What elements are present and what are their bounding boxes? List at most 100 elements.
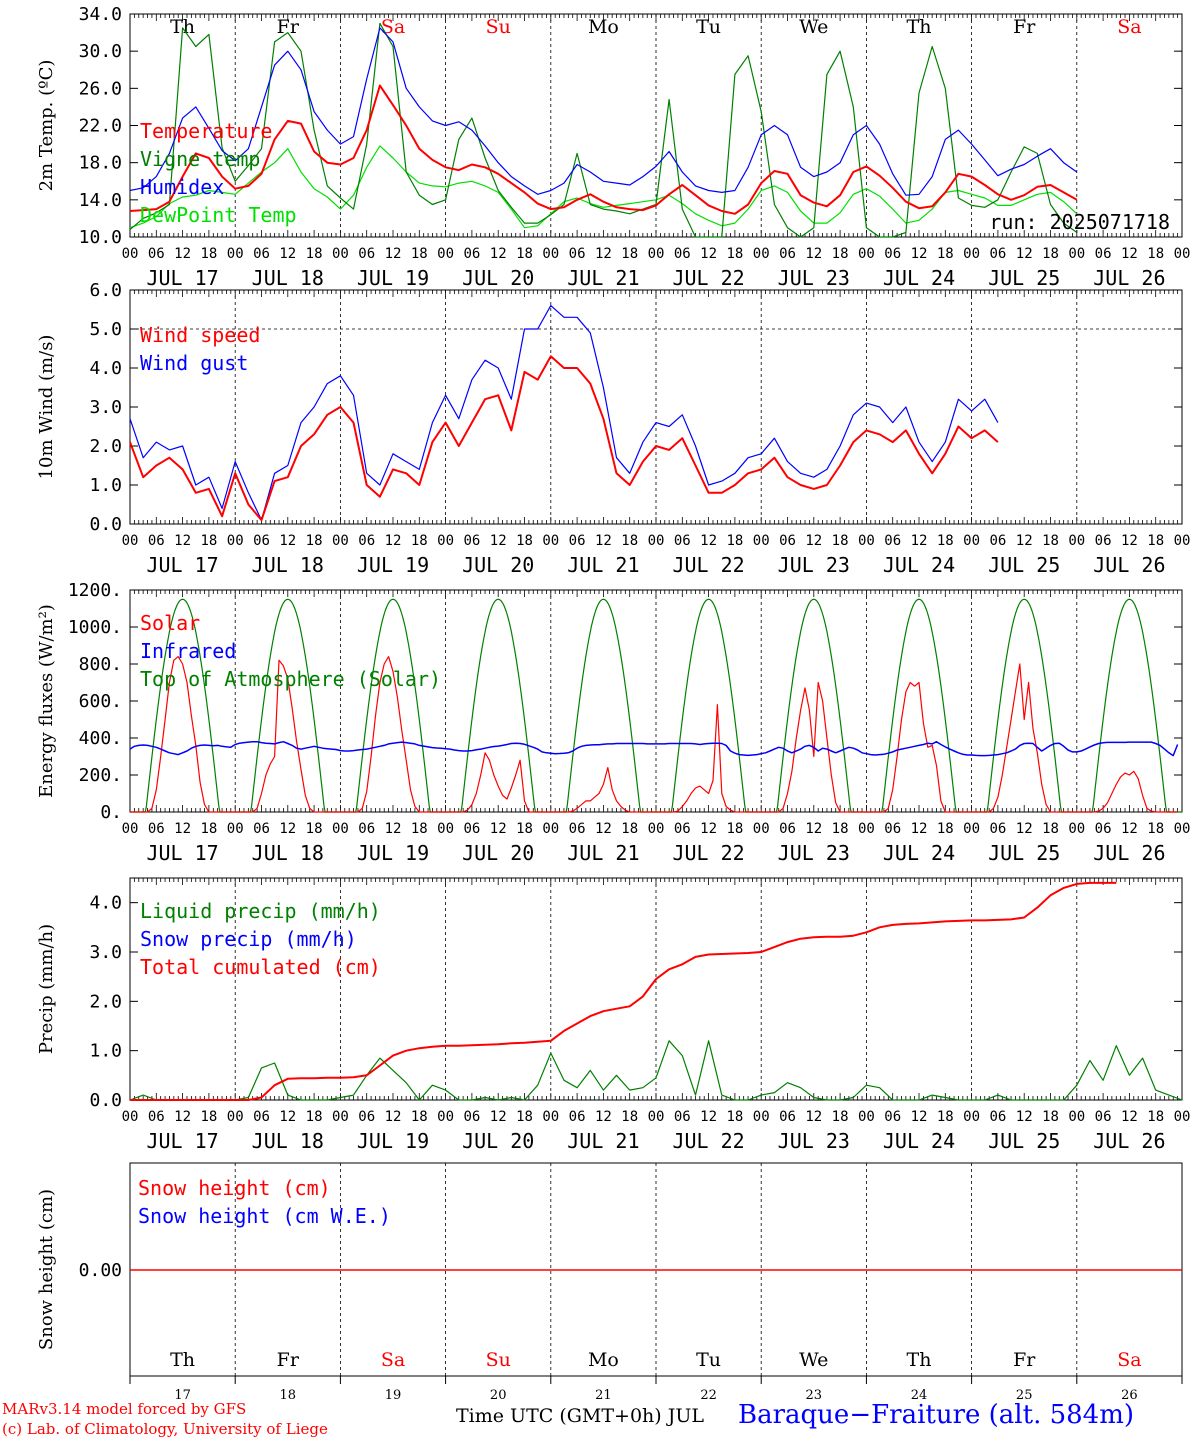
temp-series-humidex [129, 27, 1078, 196]
wind-date-label: JUL 17 [146, 553, 218, 577]
temp-date-label: JUL 18 [252, 266, 324, 290]
energy-hour-label: 06 [779, 821, 796, 837]
precip-hour-label: 06 [253, 1109, 270, 1125]
wind-hour-label: 00 [1174, 533, 1191, 549]
energy-ytick-label: 0. [100, 802, 122, 823]
wind-date-label: JUL 20 [462, 553, 534, 577]
wind-hour-label: 06 [358, 533, 375, 549]
wind-ytick-label: 0.0 [89, 514, 122, 535]
energy-date-label: JUL 20 [462, 841, 534, 865]
energy-hour-label: 18 [1042, 821, 1059, 837]
precip-hour-label: 18 [306, 1109, 323, 1125]
snow-legend-1: Snow height (cm) [138, 1176, 331, 1200]
wind-hour-label: 06 [463, 533, 480, 549]
energy-hour-label: 00 [542, 821, 559, 837]
precip-hour-label: 12 [385, 1109, 402, 1125]
energy-hour-label: 00 [963, 821, 980, 837]
weekday-label: Mo [588, 16, 619, 38]
wind-date-label: JUL 19 [357, 553, 429, 577]
temp-ytick-label: 34.0 [79, 4, 122, 25]
wind-hour-label: 12 [1016, 533, 1033, 549]
weekday-label: Fr [1013, 16, 1036, 38]
wind-hour-label: 00 [227, 533, 244, 549]
temp-series-dewpoint-temp [129, 145, 1078, 229]
temp-hour-label: 12 [1121, 246, 1138, 262]
temp-hour-label: 00 [122, 246, 139, 262]
credit-line-1: MARv3.14 model forced by GFS [2, 1400, 247, 1418]
weekday-label: Th [907, 16, 932, 38]
wind-hour-label: 12 [911, 533, 928, 549]
wind-date-label: JUL 21 [567, 553, 639, 577]
precip-hour-label: 06 [674, 1109, 691, 1125]
energy-date-label: JUL 18 [252, 841, 324, 865]
temp-ylabel: 2m Temp. (ºC) [36, 60, 57, 192]
snow-ylabel: Snow height (cm) [36, 1189, 57, 1350]
precip-hour-label: 06 [148, 1109, 165, 1125]
precip-panel: 0.0 1.0 2.0 3.0 4.0 Precip (mm/h) 00 06 12 18 JUL … [36, 877, 1190, 1153]
precip-date-label: JUL 26 [1093, 1129, 1165, 1153]
wind-hour-label: 18 [411, 533, 428, 549]
wind-hour-label: 12 [385, 533, 402, 549]
temp-hour-label: 00 [1068, 246, 1085, 262]
precip-ytick-label: 0.0 [89, 1090, 122, 1111]
temp-date-label: JUL 23 [778, 266, 850, 290]
temp-ytick-label: 10.0 [79, 227, 122, 248]
temp-ytick-label: 22.0 [79, 116, 122, 137]
energy-hour-label: 18 [1147, 821, 1164, 837]
precip-hour-label: 00 [332, 1109, 349, 1125]
energy-hour-label: 06 [358, 821, 375, 837]
wind-hour-label: 12 [174, 533, 191, 549]
temp-hour-label: 18 [200, 246, 217, 262]
precip-hour-label: 12 [1016, 1109, 1033, 1125]
energy-series-solar [130, 656, 1178, 813]
energy-hour-label: 18 [832, 821, 849, 837]
energy-legend-2: Infrared [140, 639, 236, 663]
energy-hour-label: 12 [385, 821, 402, 837]
wind-hour-label: 18 [516, 533, 533, 549]
precip-hour-label: 00 [122, 1109, 139, 1125]
temp-hour-label: 06 [674, 246, 691, 262]
precip-hour-label: 18 [621, 1109, 638, 1125]
wind-hour-label: 00 [753, 533, 770, 549]
energy-hour-label: 06 [253, 821, 270, 837]
precip-hour-label: 00 [753, 1109, 770, 1125]
precip-hour-label: 00 [858, 1109, 875, 1125]
precip-series-total-cumulated-cm- [130, 881, 1117, 1101]
precip-hour-label: 06 [884, 1109, 901, 1125]
wind-ytick-label: 2.0 [89, 436, 122, 457]
wind-legend-1: Wind speed [140, 323, 260, 347]
temp-hour-label: 18 [411, 246, 428, 262]
energy-hour-label: 12 [490, 821, 507, 837]
energy-legend-3: Top of Atmosphere (Solar) [140, 667, 441, 691]
temp-hour-label: 00 [332, 246, 349, 262]
energy-ylabel: Energy fluxes (W/m²) [36, 604, 57, 798]
wind-hour-label: 12 [490, 533, 507, 549]
temp-hour-label: 06 [884, 246, 901, 262]
temp-hour-label: 12 [490, 246, 507, 262]
energy-hour-label: 12 [1121, 821, 1138, 837]
energy-hour-label: 12 [279, 821, 296, 837]
energy-hour-label: 00 [227, 821, 244, 837]
temp-ytick-label: 26.0 [79, 78, 122, 99]
precip-hour-label: 12 [279, 1109, 296, 1125]
snow-weekday-label: Fr [277, 1349, 300, 1371]
wind-hour-label: 18 [621, 533, 638, 549]
wind-hour-label: 12 [805, 533, 822, 549]
wind-hour-label: 18 [1147, 533, 1164, 549]
wind-ytick-label: 3.0 [89, 397, 122, 418]
energy-hour-label: 00 [1174, 821, 1191, 837]
precip-hour-label: 18 [726, 1109, 743, 1125]
energy-hour-label: 06 [1095, 821, 1112, 837]
wind-hour-label: 06 [1095, 533, 1112, 549]
energy-series-infrared [129, 740, 1179, 757]
precip-hour-label: 00 [648, 1109, 665, 1125]
run-label: run: 2025071718 [989, 210, 1170, 234]
energy-hour-label: 00 [1068, 821, 1085, 837]
temp-ytick-label: 14.0 [79, 190, 122, 211]
temp-hour-label: 18 [1042, 246, 1059, 262]
wind-hour-label: 00 [963, 533, 980, 549]
energy-hour-label: 12 [700, 821, 717, 837]
wind-hour-label: 00 [122, 533, 139, 549]
temp-date-label: JUL 25 [988, 266, 1060, 290]
wind-hour-label: 12 [279, 533, 296, 549]
